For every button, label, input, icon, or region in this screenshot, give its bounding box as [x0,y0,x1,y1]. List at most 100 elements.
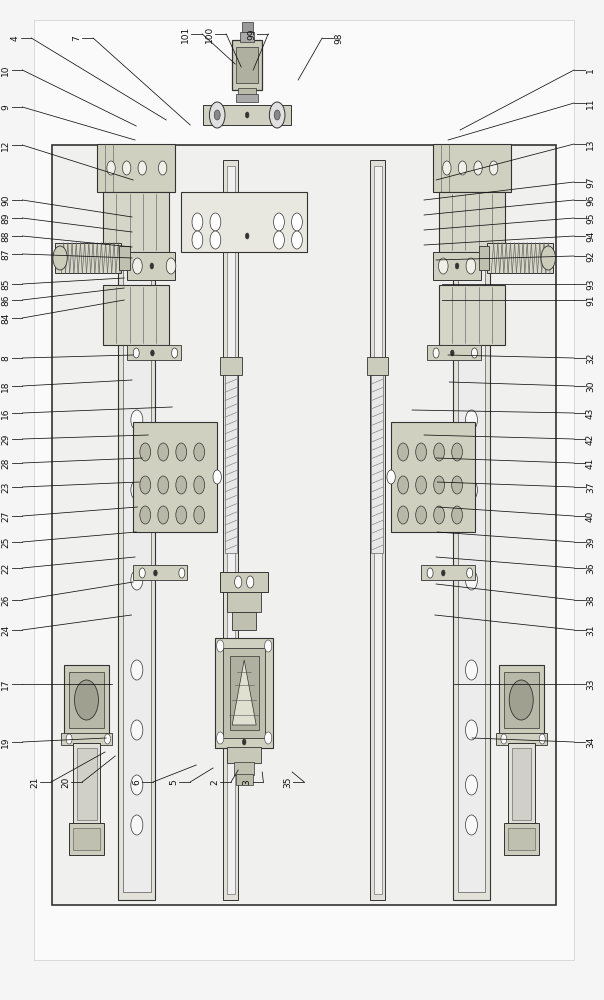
Bar [504,672,539,728]
Circle shape [466,480,478,500]
Text: 8: 8 [1,355,10,361]
Circle shape [397,506,408,524]
Circle shape [131,660,143,680]
Circle shape [158,161,167,175]
Circle shape [140,443,150,461]
Bar [204,105,291,125]
Bar [427,345,481,360]
Circle shape [140,568,145,578]
Text: 38: 38 [586,594,595,606]
Bar [232,40,262,90]
Circle shape [397,476,408,494]
Bar [421,565,475,580]
Text: 6: 6 [132,779,141,785]
Text: 4: 4 [10,35,19,41]
Bar [227,592,261,612]
Text: 28: 28 [1,457,10,469]
Bar [119,246,130,270]
Circle shape [131,570,143,590]
Text: 35: 35 [283,776,292,788]
Circle shape [234,576,242,588]
Circle shape [387,470,395,484]
Text: 37: 37 [586,481,595,493]
Text: 94: 94 [586,230,595,242]
Circle shape [246,576,254,588]
Circle shape [451,350,454,356]
Circle shape [466,720,478,740]
Text: 13: 13 [586,138,595,150]
Bar [225,368,237,553]
Circle shape [176,506,187,524]
Bar [133,422,217,532]
Text: 17: 17 [1,678,10,690]
Circle shape [131,720,143,740]
Circle shape [176,443,187,461]
Text: 7: 7 [72,35,81,41]
Circle shape [427,568,433,578]
Circle shape [439,258,448,274]
Circle shape [489,161,498,175]
Circle shape [501,734,507,744]
Text: 43: 43 [586,407,595,419]
Bar [512,748,532,820]
Circle shape [274,213,284,231]
Circle shape [131,815,143,835]
Text: 85: 85 [1,278,10,290]
Bar [69,823,104,855]
Text: 2: 2 [210,779,219,785]
Circle shape [53,246,67,270]
Bar [61,733,112,745]
Text: 90: 90 [1,194,10,206]
Bar [226,166,234,894]
Circle shape [133,258,143,274]
Circle shape [466,240,478,260]
Bar [103,285,169,345]
Circle shape [123,161,131,175]
Bar [508,743,535,825]
Circle shape [242,739,246,745]
Circle shape [150,263,153,269]
Bar [220,357,242,375]
Bar [234,762,254,775]
Text: 86: 86 [1,294,10,306]
Text: 34: 34 [586,736,595,748]
Circle shape [217,732,224,744]
Text: 99: 99 [247,28,256,40]
Text: 21: 21 [30,776,39,788]
Circle shape [466,258,476,274]
Bar [216,638,273,748]
Bar [181,192,307,252]
Bar [123,168,150,892]
Circle shape [265,640,272,652]
Circle shape [466,310,478,330]
Bar [371,368,384,553]
Circle shape [474,161,482,175]
Circle shape [245,112,249,118]
Text: 23: 23 [1,481,10,493]
Text: 30: 30 [586,380,595,392]
Circle shape [452,443,463,461]
Bar [69,672,104,728]
Circle shape [192,213,203,231]
Circle shape [158,443,169,461]
Circle shape [541,246,556,270]
Bar [232,612,256,630]
Circle shape [434,476,445,494]
Bar [240,32,254,42]
Circle shape [140,506,150,524]
Bar [223,648,265,738]
Circle shape [131,310,143,330]
Circle shape [434,506,445,524]
Circle shape [416,476,426,494]
Bar [391,422,475,532]
Circle shape [153,570,157,576]
Circle shape [158,476,169,494]
Text: 26: 26 [1,594,10,606]
Bar [433,144,511,192]
Bar [53,145,556,905]
Circle shape [210,102,225,128]
Bar [439,192,505,252]
Circle shape [176,476,187,494]
Text: 25: 25 [1,536,10,548]
Circle shape [150,350,154,356]
